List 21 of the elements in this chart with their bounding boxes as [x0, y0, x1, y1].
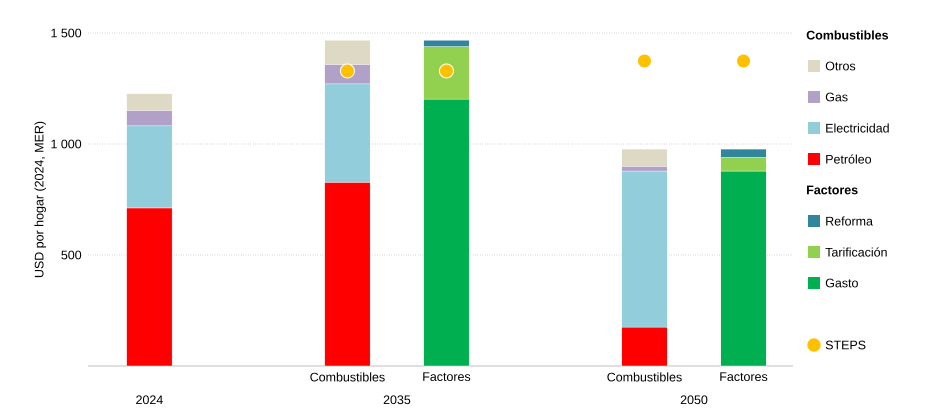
text: 2035	[384, 395, 410, 404]
legend-label: Reforma	[826, 216, 873, 226]
y-tick-label: 1 000	[51, 140, 82, 148]
legend-title: Combustibles	[806, 30, 888, 40]
legend-label: Gasto	[826, 278, 858, 288]
y-axis-title: USD por hogar (2024, MER)	[34, 122, 46, 278]
y-tick-label: 500	[61, 250, 82, 260]
legend-label: Otros	[826, 62, 856, 70]
x-tick-label: Factores	[423, 372, 470, 382]
legend-label: STEPS	[826, 340, 866, 350]
text: Factores	[807, 186, 858, 194]
text: 2050	[680, 395, 708, 404]
x-tick-label: Factores	[720, 372, 768, 382]
y-tick-label: 1 500	[51, 28, 82, 38]
legend-label: Electricidad	[826, 123, 889, 133]
legend-label: Gas	[826, 92, 848, 102]
x-tick-label: Combustibles	[310, 372, 385, 382]
x-tick-label: Combustibles	[607, 372, 682, 382]
legend-label: Tarificación	[825, 247, 887, 257]
legend-label: Petróleo	[826, 154, 872, 164]
text: 2024	[136, 395, 163, 404]
